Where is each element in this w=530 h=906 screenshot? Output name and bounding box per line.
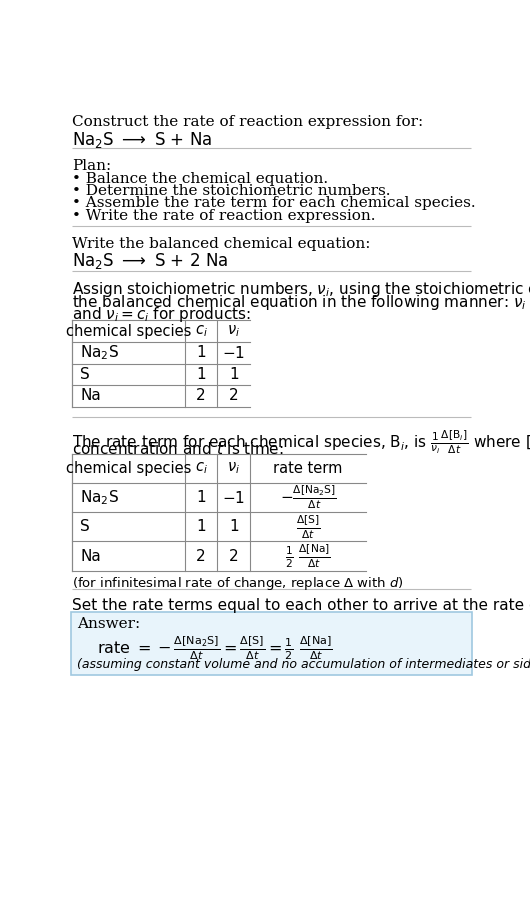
- Text: 1: 1: [196, 367, 206, 381]
- Text: Assign stoichiometric numbers, $\nu_i$, using the stoichiometric coefficients, $: Assign stoichiometric numbers, $\nu_i$, …: [73, 281, 530, 299]
- Text: chemical species: chemical species: [66, 461, 191, 476]
- Text: rate $= -\frac{\Delta[\mathrm{Na_2S}]}{\Delta t} = \frac{\Delta[\mathrm{S}]}{\De: rate $= -\frac{\Delta[\mathrm{Na_2S}]}{\…: [97, 634, 333, 661]
- Text: • Balance the chemical equation.: • Balance the chemical equation.: [73, 172, 329, 186]
- FancyBboxPatch shape: [71, 612, 472, 676]
- Text: Na$_2$S: Na$_2$S: [80, 488, 119, 507]
- Text: Answer:: Answer:: [77, 617, 140, 631]
- Text: 1: 1: [196, 490, 206, 505]
- Text: rate term: rate term: [273, 461, 343, 476]
- Text: • Write the rate of reaction expression.: • Write the rate of reaction expression.: [73, 208, 376, 223]
- Text: $\frac{\Delta[\mathrm{S}]}{\Delta t}$: $\frac{\Delta[\mathrm{S}]}{\Delta t}$: [296, 513, 320, 541]
- Text: 2: 2: [196, 389, 206, 403]
- Text: chemical species: chemical species: [66, 323, 191, 339]
- Text: $c_i$: $c_i$: [195, 323, 208, 339]
- Text: 1: 1: [229, 519, 239, 535]
- Text: • Determine the stoichiometric numbers.: • Determine the stoichiometric numbers.: [73, 184, 391, 198]
- Text: $\nu_i$: $\nu_i$: [227, 323, 240, 339]
- Text: $\nu_i$: $\nu_i$: [227, 460, 240, 477]
- Text: and $\nu_i = c_i$ for products:: and $\nu_i = c_i$ for products:: [73, 305, 251, 324]
- Text: concentration and $t$ is time:: concentration and $t$ is time:: [73, 441, 284, 458]
- Text: 2: 2: [229, 389, 239, 403]
- Text: the balanced chemical equation in the following manner: $\nu_i = -c_i$ for react: the balanced chemical equation in the fo…: [73, 293, 530, 312]
- Text: $\frac{1}{2}\ \frac{\Delta[\mathrm{Na}]}{\Delta t}$: $\frac{1}{2}\ \frac{\Delta[\mathrm{Na}]}…: [285, 543, 331, 570]
- Text: 2: 2: [196, 549, 206, 564]
- Text: $-1$: $-1$: [222, 345, 245, 361]
- Text: 1: 1: [229, 367, 239, 381]
- Text: • Assemble the rate term for each chemical species.: • Assemble the rate term for each chemic…: [73, 197, 476, 210]
- Text: Na: Na: [80, 389, 101, 403]
- Text: 2: 2: [229, 549, 239, 564]
- Text: $c_i$: $c_i$: [195, 460, 208, 477]
- Text: Na$_2$S $\longrightarrow$ S + 2 Na: Na$_2$S $\longrightarrow$ S + 2 Na: [73, 251, 228, 271]
- Text: Na: Na: [80, 549, 101, 564]
- Text: The rate term for each chemical species, B$_i$, is $\frac{1}{\nu_i}\frac{\Delta[: The rate term for each chemical species,…: [73, 429, 530, 456]
- Text: 1: 1: [196, 345, 206, 361]
- Text: S: S: [80, 519, 90, 535]
- Text: Construct the rate of reaction expression for:: Construct the rate of reaction expressio…: [73, 115, 423, 129]
- Text: $-1$: $-1$: [222, 489, 245, 506]
- Text: S: S: [80, 367, 90, 381]
- Text: Na$_2$S: Na$_2$S: [80, 343, 119, 362]
- Text: Set the rate terms equal to each other to arrive at the rate expression:: Set the rate terms equal to each other t…: [73, 599, 530, 613]
- Text: $-\frac{\Delta[\mathrm{Na_2S}]}{\Delta t}$: $-\frac{\Delta[\mathrm{Na_2S}]}{\Delta t…: [280, 484, 337, 511]
- Text: Write the balanced chemical equation:: Write the balanced chemical equation:: [73, 236, 371, 251]
- Text: Plan:: Plan:: [73, 159, 112, 173]
- Text: 1: 1: [196, 519, 206, 535]
- Text: (assuming constant volume and no accumulation of intermediates or side products): (assuming constant volume and no accumul…: [77, 658, 530, 670]
- Text: Na$_2$S $\longrightarrow$ S + Na: Na$_2$S $\longrightarrow$ S + Na: [73, 130, 213, 149]
- Text: (for infinitesimal rate of change, replace $\Delta$ with $d$): (for infinitesimal rate of change, repla…: [73, 575, 404, 593]
